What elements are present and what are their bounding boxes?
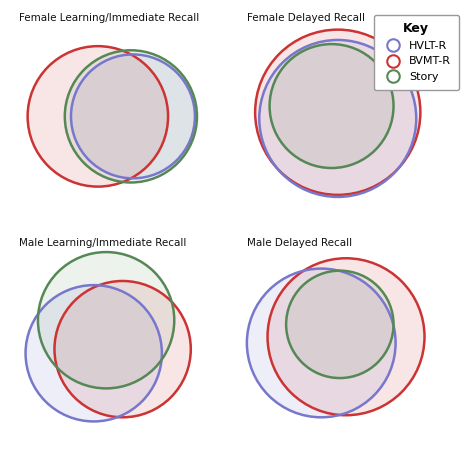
- Text: Female Delayed Recall: Female Delayed Recall: [247, 13, 365, 23]
- Circle shape: [267, 258, 425, 415]
- Circle shape: [55, 281, 191, 417]
- Circle shape: [286, 271, 393, 378]
- Circle shape: [259, 40, 416, 197]
- Circle shape: [26, 285, 162, 422]
- Text: Female Learning/Immediate Recall: Female Learning/Immediate Recall: [19, 13, 200, 23]
- Circle shape: [247, 269, 396, 417]
- Text: Male Delayed Recall: Male Delayed Recall: [247, 238, 352, 247]
- Circle shape: [65, 50, 197, 182]
- Circle shape: [38, 252, 174, 388]
- Text: Male Learning/Immediate Recall: Male Learning/Immediate Recall: [19, 238, 187, 247]
- Circle shape: [71, 54, 195, 178]
- Circle shape: [270, 44, 393, 168]
- Circle shape: [255, 30, 420, 195]
- Circle shape: [27, 46, 168, 187]
- Legend: HVLT-R, BVMT-R, Story: HVLT-R, BVMT-R, Story: [374, 14, 459, 90]
